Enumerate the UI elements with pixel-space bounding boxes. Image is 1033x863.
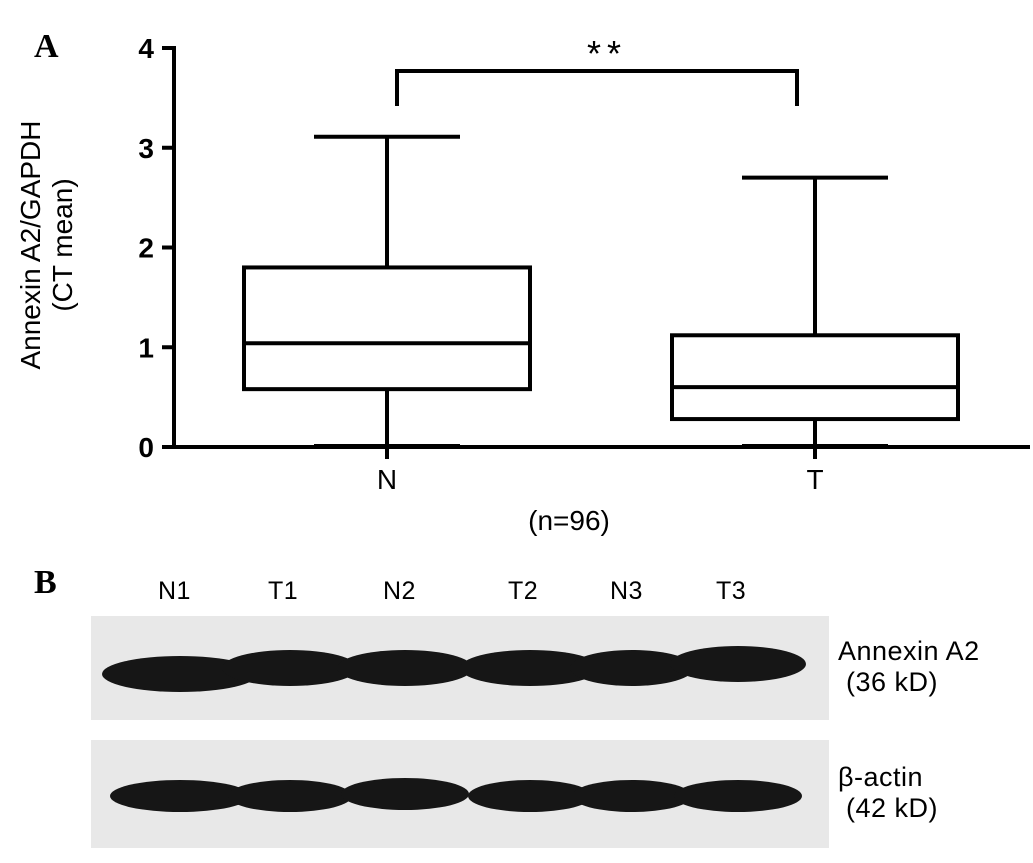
- protein-band: [460, 650, 600, 686]
- blot-label-annexin: Annexin A2 (36 kD): [838, 636, 980, 698]
- significance-bracket: [395, 69, 799, 106]
- protein-band: [468, 780, 592, 812]
- protein-band: [670, 646, 806, 682]
- x-tick-label: N: [377, 464, 397, 495]
- lane-label: N3: [610, 577, 643, 605]
- protein-band: [674, 780, 802, 812]
- y-tick-label: 4: [138, 33, 154, 64]
- protein-band: [228, 780, 352, 812]
- boxplot-chart: Annexin A2/GAPDH (CT mean) (n=96) 0 1 2 3 4 N…: [15, 33, 1030, 536]
- y-tick-label: 2: [138, 233, 154, 264]
- annexin-protein-label: Annexin A2: [838, 636, 980, 666]
- beta-actin-blot: [91, 740, 829, 848]
- lane-label: N1: [158, 577, 191, 605]
- protein-band: [102, 656, 258, 692]
- lane-label: T2: [508, 577, 539, 605]
- iqr-box: [242, 265, 532, 392]
- protein-band: [110, 780, 250, 812]
- x-axis-title: (n=96): [528, 505, 610, 536]
- lane-label: T3: [716, 577, 747, 605]
- panel-b-label: B: [34, 564, 57, 601]
- protein-band: [570, 650, 694, 686]
- y-tick-label: 1: [138, 332, 154, 363]
- actin-size-label: (42 kD): [846, 793, 939, 823]
- protein-band: [341, 778, 469, 810]
- x-tick-label: T: [806, 464, 823, 495]
- lane-label: T1: [268, 577, 299, 605]
- protein-band: [572, 780, 692, 812]
- iqr-box: [670, 333, 960, 422]
- annexin-size-label: (36 kD): [846, 667, 939, 697]
- panel-a-label: A: [34, 28, 59, 65]
- y-tick-label: 3: [138, 133, 154, 164]
- y-axis-label-line2: (CT mean): [47, 178, 78, 311]
- actin-protein-label: β-actin: [838, 762, 924, 792]
- protein-band: [337, 650, 473, 686]
- y-axis-label-line1: Annexin A2/GAPDH: [15, 120, 46, 369]
- significance-marker: **: [587, 33, 627, 74]
- annexin-a2-blot: [91, 616, 829, 720]
- y-tick-label: 0: [138, 432, 154, 463]
- lane-label: N2: [383, 577, 416, 605]
- blot-label-actin: β-actin (42 kD): [838, 762, 938, 824]
- protein-band: [222, 650, 358, 686]
